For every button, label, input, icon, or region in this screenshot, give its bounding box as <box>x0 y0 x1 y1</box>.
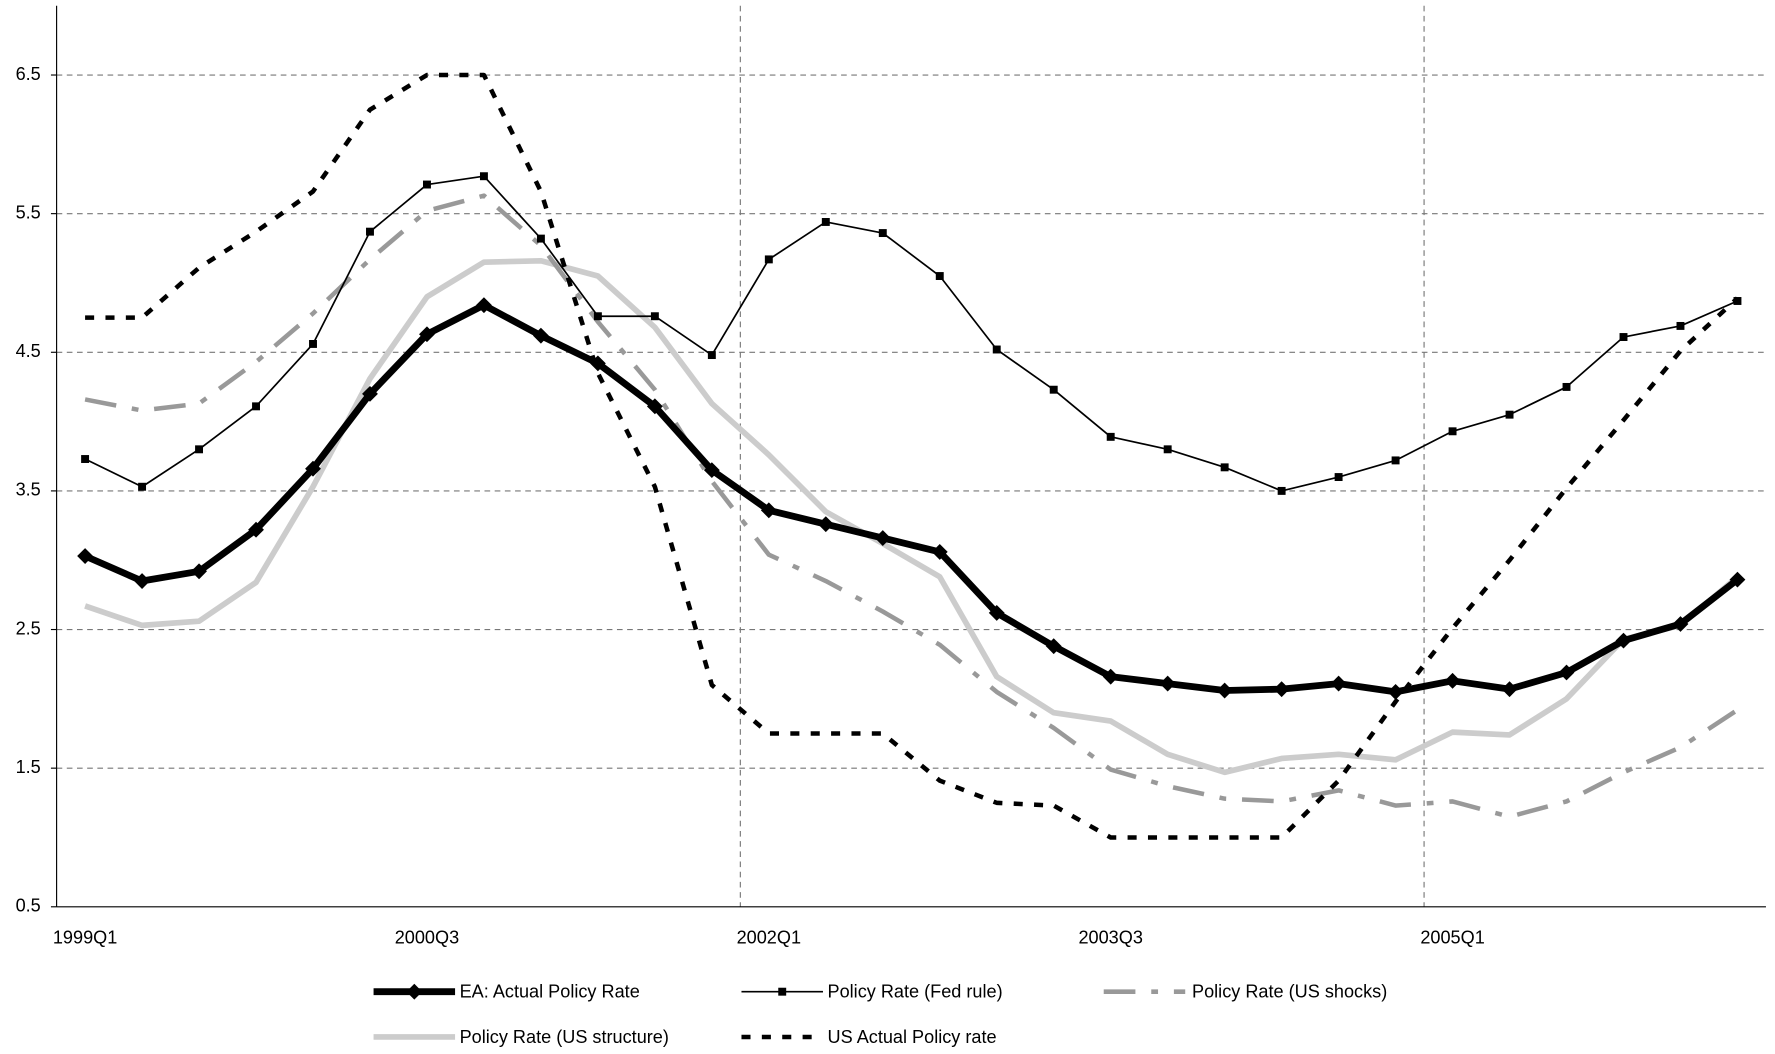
data-point <box>366 227 374 236</box>
data-point <box>1163 445 1172 454</box>
x-tick-label: 2002Q1 <box>737 927 801 947</box>
data-point <box>1277 486 1286 495</box>
data-point <box>1672 616 1689 632</box>
data-point <box>1391 456 1400 465</box>
data-point <box>1106 432 1115 441</box>
legend-label: Policy Rate (US structure) <box>460 1027 669 1047</box>
data-point <box>1330 675 1347 692</box>
x-tick-label: 2005Q1 <box>1420 927 1484 947</box>
data-point <box>252 402 260 411</box>
y-tick-label: 3.5 <box>16 480 41 500</box>
data-point <box>1334 473 1343 482</box>
data-point <box>1615 632 1632 649</box>
data-point <box>1448 427 1457 436</box>
data-point <box>1220 463 1229 472</box>
data-point <box>422 180 431 189</box>
data-point <box>1501 681 1518 698</box>
data-point <box>1273 681 1290 698</box>
legend-label: Policy Rate (Fed rule) <box>828 982 1003 1002</box>
data-point <box>138 482 147 491</box>
data-point <box>707 351 716 360</box>
legend-label: EA: Actual Policy Rate <box>460 982 640 1002</box>
data-point <box>878 229 887 238</box>
data-point <box>1049 385 1058 394</box>
data-point <box>191 563 207 580</box>
data-point <box>1562 382 1571 391</box>
data-point <box>821 218 830 226</box>
y-tick-label: 5.5 <box>16 202 41 222</box>
legend-label: Policy Rate (US shocks) <box>1192 982 1387 1002</box>
y-tick-label: 1.5 <box>16 757 41 777</box>
data-point <box>479 172 488 181</box>
data-point <box>419 326 435 343</box>
x-tick-label: 1999Q1 <box>53 927 117 947</box>
data-point <box>195 445 204 454</box>
data-point <box>1676 321 1685 330</box>
y-tick-label: 2.5 <box>16 618 41 638</box>
series-line <box>85 72 1739 840</box>
data-point <box>1619 333 1628 341</box>
data-point <box>593 312 602 321</box>
legend-marker <box>406 983 423 1000</box>
legend-marker <box>778 987 787 996</box>
data-point <box>248 521 264 538</box>
data-point <box>1102 668 1119 685</box>
legend-label: US Actual Policy rate <box>828 1027 997 1047</box>
data-point <box>309 339 317 348</box>
data-point <box>764 255 773 264</box>
data-point <box>1505 410 1514 419</box>
series-line <box>84 175 1738 492</box>
data-point <box>817 516 834 533</box>
series-line <box>83 301 1740 696</box>
data-point <box>935 272 944 280</box>
data-point <box>362 385 378 402</box>
y-tick-label: 0.5 <box>16 896 41 916</box>
data-point <box>1733 297 1742 305</box>
x-tick-label: 2003Q3 <box>1078 927 1142 947</box>
data-point <box>1159 675 1176 692</box>
data-point <box>650 312 659 321</box>
x-tick-label: 2000Q3 <box>395 927 459 947</box>
series-line <box>84 257 1740 776</box>
data-point <box>536 234 545 243</box>
data-point <box>81 455 90 463</box>
data-point <box>1216 682 1233 699</box>
data-point <box>1045 638 1062 655</box>
data-point <box>992 345 1001 354</box>
series-line <box>84 193 1739 819</box>
y-tick-label: 6.5 <box>16 64 41 84</box>
data-point <box>1444 672 1461 689</box>
data-point <box>1387 683 1404 700</box>
y-tick-label: 4.5 <box>16 341 41 361</box>
